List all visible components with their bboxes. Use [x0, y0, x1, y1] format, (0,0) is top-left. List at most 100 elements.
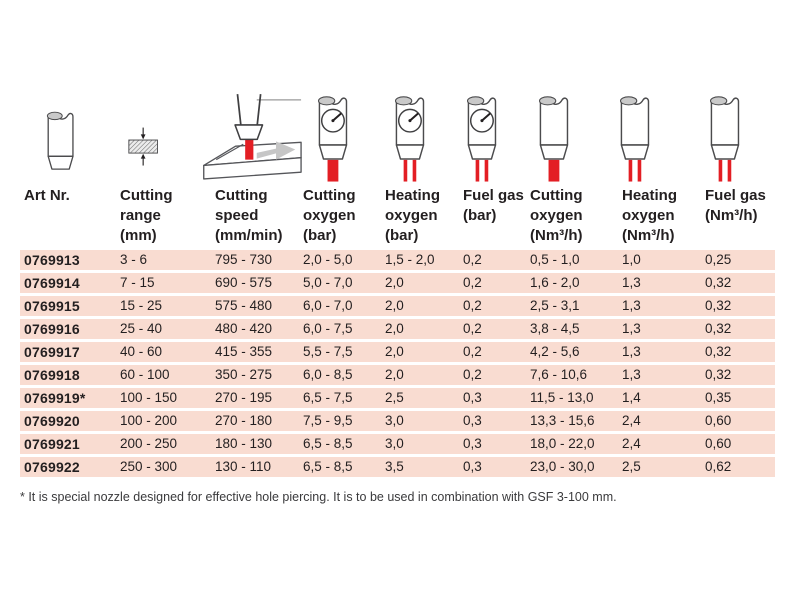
column-label: Cutting speed: [215, 187, 268, 224]
material-thickness-icon: [122, 117, 166, 173]
cell-cutting_oxygen_nm3h: 1,6 - 2,0: [530, 275, 580, 290]
pictogram-cell-heating_oxygen_bar: [385, 86, 463, 186]
cell-fuel_gas_nm3h: 0,62: [705, 459, 732, 474]
pictogram-cell-cutting_speed: [215, 86, 303, 186]
cell-cutting_oxygen_nm3h: 11,5 - 13,0: [530, 390, 594, 405]
cell-heating_oxygen_nm3h: 1,3: [622, 344, 641, 359]
column-header-cutting_oxygen_bar: Cutting oxygen (bar): [303, 186, 385, 246]
table-row: 0769917 40 - 60 415 - 355 5,5 - 7,5 2,0 0,2 4,…: [20, 342, 775, 362]
cell-heating_oxygen_bar: 2,0: [385, 367, 404, 382]
column-label: Heating oxygen: [622, 187, 678, 224]
column-unit: (mm/min): [215, 227, 283, 244]
cell-heating_oxygen_nm3h: 1,3: [622, 275, 641, 290]
cell-art-nr: 0769913: [24, 252, 80, 268]
cell-cutting_oxygen_nm3h: 0,5 - 1,0: [530, 252, 580, 267]
cell-cutting_range: 40 - 60: [120, 344, 163, 359]
cell-heating_oxygen_nm3h: 1,4: [622, 390, 641, 405]
spec-table: Art Nr. Cutting range (mm) Cutting speed (mm…: [20, 86, 775, 477]
cell-cutting_oxygen_bar: 6,5 - 8,5: [303, 459, 353, 474]
column-header-art_nr: Art Nr.: [20, 186, 120, 246]
table-row: 0769918 60 - 100 350 - 275 6,0 - 8,5 2,0 0,2 7…: [20, 365, 775, 385]
cell-heating_oxygen_bar: 2,0: [385, 275, 404, 290]
cell-cutting_oxygen_bar: 6,0 - 8,5: [303, 367, 353, 382]
cell-fuel_gas_nm3h: 0,35: [705, 390, 732, 405]
cell-fuel_gas_bar: 0,3: [463, 436, 482, 451]
cell-heating_oxygen_bar: 3,0: [385, 413, 404, 428]
column-unit: (mm): [120, 227, 157, 244]
cell-heating_oxygen_nm3h: 1,3: [622, 321, 641, 336]
cell-cutting_range: 250 - 300: [120, 459, 178, 474]
table-row: 0769921 200 - 250 180 - 130 6,5 - 8,5 3,0 0,3…: [20, 434, 775, 454]
column-unit: (Nm³/h): [530, 227, 583, 244]
column-unit: (Nm³/h): [705, 207, 758, 224]
cell-art-nr: 0769922: [24, 459, 80, 475]
cell-cutting_speed: 130 - 110: [215, 459, 272, 474]
cell-cutting_speed: 795 - 730: [215, 252, 273, 267]
cell-cutting_speed: 270 - 195: [215, 390, 273, 405]
pictogram-cell-fuel_gas_bar: [463, 86, 530, 186]
cell-cutting_oxygen_nm3h: 4,2 - 5,6: [530, 344, 580, 359]
cell-art-nr: 0769916: [24, 321, 80, 337]
cell-cutting_speed: 415 - 355: [215, 344, 273, 359]
gauge-double-flow-icon: [382, 90, 438, 182]
pictogram-cell-fuel_gas_nm3h: [705, 86, 775, 186]
cell-cutting_speed: 575 - 480: [215, 298, 273, 313]
cell-heating_oxygen_nm3h: 1,3: [622, 298, 641, 313]
cell-cutting_oxygen_bar: 6,5 - 8,5: [303, 436, 353, 451]
column-label: Cutting oxygen: [303, 187, 356, 224]
gauge-double-flow-icon: [454, 90, 510, 182]
cell-art-nr: 0769915: [24, 298, 80, 314]
table-row: 0769913 3 - 6 795 - 730 2,0 - 5,0 1,5 - 2,0 0…: [20, 250, 775, 270]
cell-heating_oxygen_bar: 3,5: [385, 459, 404, 474]
cell-cutting_range: 60 - 100: [120, 367, 170, 382]
cell-heating_oxygen_nm3h: 2,4: [622, 436, 641, 451]
column-unit: (Nm³/h): [622, 227, 675, 244]
cell-fuel_gas_bar: 0,3: [463, 459, 482, 474]
cell-heating_oxygen_bar: 2,0: [385, 344, 404, 359]
cell-heating_oxygen_bar: 2,0: [385, 321, 404, 336]
cell-heating_oxygen_bar: 2,5: [385, 390, 404, 405]
table-body: 0769913 3 - 6 795 - 730 2,0 - 5,0 1,5 - 2,0 0…: [20, 250, 775, 477]
cell-fuel_gas_bar: 0,2: [463, 298, 482, 313]
cell-cutting_oxygen_bar: 6,0 - 7,5: [303, 321, 353, 336]
cell-fuel_gas_nm3h: 0,32: [705, 298, 732, 313]
cell-fuel_gas_bar: 0,2: [463, 367, 482, 382]
cell-cutting_speed: 180 - 130: [215, 436, 273, 451]
cell-cutting_range: 100 - 200: [120, 413, 178, 428]
cell-fuel_gas_nm3h: 0,60: [705, 436, 732, 451]
table-row: 0769922 250 - 300 130 - 110 6,5 - 8,5 3,5 0,3…: [20, 457, 775, 477]
cell-cutting_range: 15 - 25: [120, 298, 163, 313]
cell-cutting_oxygen_bar: 2,0 - 5,0: [303, 252, 353, 267]
cell-cutting_range: 200 - 250: [120, 436, 178, 451]
cell-fuel_gas_bar: 0,2: [463, 275, 482, 290]
cell-fuel_gas_bar: 0,3: [463, 413, 482, 428]
cell-art-nr: 0769917: [24, 344, 80, 360]
cell-fuel_gas_nm3h: 0,32: [705, 367, 732, 382]
nozzle-double-flow-icon: [607, 90, 663, 182]
cell-fuel_gas_bar: 0,2: [463, 252, 482, 267]
cell-fuel_gas_bar: 0,2: [463, 321, 482, 336]
cell-cutting_range: 3 - 6: [120, 252, 148, 267]
column-header-heating_oxygen_bar: Heating oxygen (bar): [385, 186, 463, 246]
column-header-cutting_oxygen_nm3h: Cutting oxygen (Nm³/h): [530, 186, 622, 246]
column-label: Cutting oxygen: [530, 187, 583, 224]
cell-fuel_gas_nm3h: 0,32: [705, 321, 732, 336]
pictogram-cell-art_nr: [20, 86, 120, 186]
cell-cutting_range: 100 - 150: [120, 390, 178, 405]
cell-fuel_gas_bar: 0,3: [463, 390, 482, 405]
cell-heating_oxygen_nm3h: 1,3: [622, 367, 641, 382]
cell-cutting_speed: 270 - 180: [215, 413, 273, 428]
cell-cutting_range: 25 - 40: [120, 321, 163, 336]
column-header-fuel_gas_bar: Fuel gas (bar): [463, 186, 530, 246]
pictogram-row: [20, 86, 775, 186]
column-header-fuel_gas_nm3h: Fuel gas (Nm³/h): [705, 186, 775, 246]
pictogram-cell-heating_oxygen_nm3h: [622, 86, 705, 186]
cell-heating_oxygen_bar: 2,0: [385, 298, 404, 313]
cell-heating_oxygen_nm3h: 2,5: [622, 459, 641, 474]
column-header-cutting_speed: Cutting speed (mm/min): [215, 186, 303, 246]
cell-cutting_speed: 690 - 575: [215, 275, 273, 290]
cell-art-nr: 0769919*: [24, 390, 86, 406]
cell-cutting_oxygen_nm3h: 23,0 - 30,0: [530, 459, 595, 474]
cell-heating_oxygen_nm3h: 2,4: [622, 413, 641, 428]
cell-cutting_oxygen_nm3h: 2,5 - 3,1: [530, 298, 580, 313]
